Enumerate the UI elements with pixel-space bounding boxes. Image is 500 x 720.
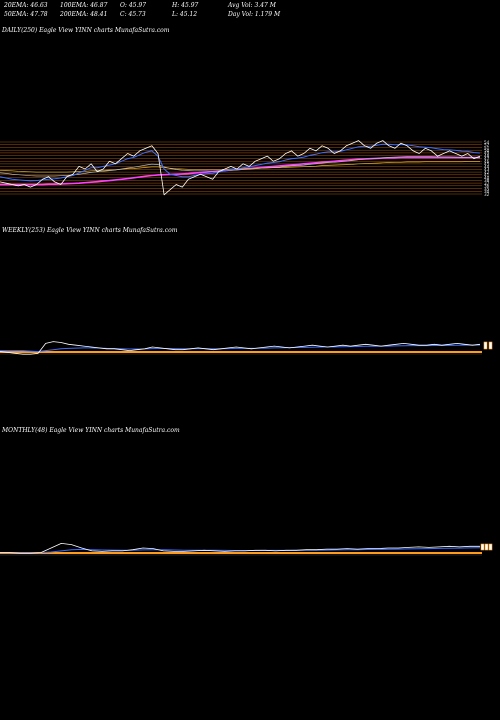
y-tick-label: 40 <box>484 175 490 180</box>
stat-high: H: 45.97 <box>172 2 199 9</box>
y-tick-label: 50 <box>484 148 490 153</box>
stat-avg-vol: Avg Vol: 3.47 M <box>228 2 276 9</box>
y-tick-label: 48 <box>484 154 490 159</box>
monthly-last-candle <box>484 543 489 551</box>
daily-price-line <box>0 140 481 196</box>
weekly-last-candle <box>488 341 493 350</box>
y-tick-label: 45 <box>484 162 490 167</box>
stat-ema200: 200EMA: 48.41 <box>60 11 108 18</box>
daily-panel-title: DAILY(250) Eagle View YINN charts Munafa… <box>2 27 170 34</box>
y-tick-label: 37 <box>484 181 490 186</box>
ema20-line <box>0 143 481 182</box>
y-tick-label: 47 <box>484 156 490 161</box>
y-tick-label: 32 <box>484 192 490 197</box>
weekly-panel-title: WEEKLY(253) Eagle View YINN charts Munaf… <box>2 227 178 234</box>
y-tick-label: 52 <box>484 143 490 148</box>
stat-open: O: 45.97 <box>120 2 147 9</box>
stat-close: C: 45.73 <box>120 11 146 18</box>
monthly-price-line <box>0 543 480 554</box>
y-tick-label: 51 <box>484 145 490 150</box>
ema50-line <box>0 156 481 177</box>
monthly-ema-line <box>0 547 481 554</box>
stat-ema50: 50EMA: 47.78 <box>4 11 48 18</box>
y-tick-label: 36 <box>484 184 490 189</box>
stat-day-vol: Day Vol: 1.179 M <box>228 11 281 18</box>
ema200-line <box>0 156 480 186</box>
weekly-ema-line <box>0 344 481 352</box>
y-tick-label: 54 <box>484 140 490 145</box>
y-tick-label: 44 <box>484 164 490 169</box>
monthly-panel-title: MONTHLY(48) Eagle View YINN charts Munaf… <box>2 427 180 434</box>
stat-ema20: 20EMA: 46.63 <box>4 2 48 9</box>
weekly-price-line <box>0 341 481 355</box>
y-tick-label: 35 <box>484 186 490 191</box>
weekly-last-candle <box>483 341 488 350</box>
y-tick-label: 49 <box>484 151 490 156</box>
stat-ema100: 100EMA: 46.87 <box>60 2 108 9</box>
y-tick-label: 34 <box>484 189 490 194</box>
monthly-last-candle <box>488 543 493 551</box>
y-tick-label: 42 <box>484 170 490 175</box>
y-tick-label: 46 <box>484 159 490 164</box>
stat-low: L: 45.12 <box>172 11 198 18</box>
y-tick-label: 43 <box>484 167 490 172</box>
y-tick-label: 38 <box>484 178 490 183</box>
y-tick-label: 41 <box>484 173 490 178</box>
monthly-last-candle <box>480 543 485 551</box>
